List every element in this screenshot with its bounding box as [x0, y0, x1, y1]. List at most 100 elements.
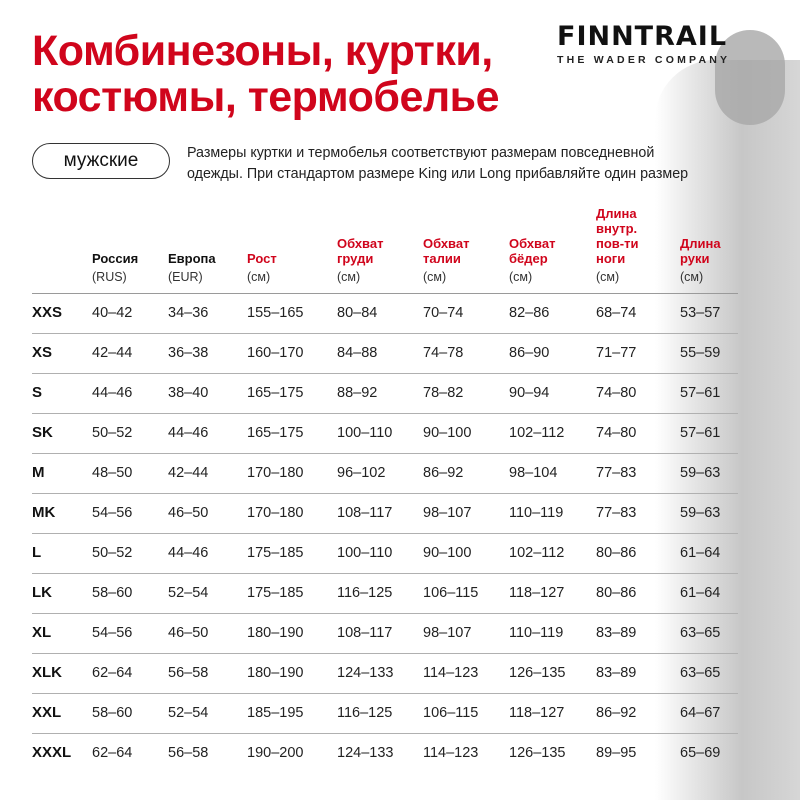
row-divider — [32, 733, 738, 734]
table-cell: 57–61 — [680, 425, 721, 441]
table-cell: 106–115 — [423, 705, 479, 721]
column-label: Россия — [92, 251, 139, 266]
size-note-line: одежды. При стандартом размере King или … — [187, 166, 689, 182]
table-cell: 126–135 — [509, 665, 566, 681]
table-cell: 42–44 — [92, 345, 133, 361]
size-label: LK — [32, 584, 52, 601]
table-cell: 180–190 — [247, 625, 304, 641]
size-label: XS — [32, 344, 53, 361]
column-header: Европа (EUR) — [168, 251, 238, 285]
table-cell: 62–64 — [92, 745, 133, 761]
table-cell: 80–86 — [596, 545, 637, 561]
table-cell: 74–80 — [596, 385, 637, 401]
size-label: MK — [32, 504, 56, 521]
size-note-line: Размеры куртки и термобелья соответствую… — [187, 145, 655, 161]
column-unit: (EUR) — [168, 270, 203, 284]
column-unit: (см) — [509, 270, 533, 284]
table-cell: 58–60 — [92, 585, 133, 601]
table-cell: 110–119 — [509, 625, 564, 641]
size-label: M — [32, 464, 45, 481]
column-header: Длина руки (см) — [680, 236, 750, 285]
table-cell: 59–63 — [680, 505, 721, 521]
column-unit: (см) — [423, 270, 447, 284]
column-label: Длина руки — [680, 236, 721, 266]
column-header: Длина внутр. пов-ти ноги (см) — [596, 206, 656, 285]
table-cell: 90–94 — [509, 385, 550, 401]
column-header: Рост (см) — [247, 251, 317, 285]
table-row: XLK 62–64 56–58 180–190 124–133 114–123 126–13… — [32, 653, 752, 693]
table-cell: 74–80 — [596, 425, 637, 441]
table-row: L 50–52 44–46 175–185 100–110 90–100 102–112 80… — [32, 533, 752, 573]
page-title: Комбинезоны, куртки, костюмы, термобелье — [32, 27, 500, 120]
column-label: Обхват талии — [423, 236, 470, 266]
table-cell: 83–89 — [596, 665, 637, 681]
row-divider — [32, 493, 738, 494]
logo-brand: FINNTRAIL — [557, 21, 728, 52]
table-row: XXS 40–42 34–36 155–165 80–84 70–74 82–86 68–74… — [32, 293, 752, 333]
column-label: Обхват груди — [337, 236, 384, 266]
table-cell: 170–180 — [247, 465, 304, 481]
table-cell: 36–38 — [168, 345, 209, 361]
table-cell: 56–58 — [168, 665, 209, 681]
table-cell: 56–58 — [168, 745, 209, 761]
table-cell: 170–180 — [247, 505, 304, 521]
table-cell: 106–115 — [423, 585, 479, 601]
table-cell: 61–64 — [680, 585, 721, 601]
logo-tagline: THE WADER COMPANY — [557, 54, 731, 66]
table-cell: 46–50 — [168, 625, 209, 641]
table-cell: 89–95 — [596, 745, 637, 761]
table-cell: 96–102 — [337, 465, 386, 481]
table-cell: 165–175 — [247, 385, 304, 401]
title-line: Комбинезоны, куртки, — [32, 27, 493, 75]
table-cell: 50–52 — [92, 425, 133, 441]
table-cell: 70–74 — [423, 305, 464, 321]
table-cell: 108–117 — [337, 625, 393, 641]
table-cell: 63–65 — [680, 625, 721, 641]
table-cell: 124–133 — [337, 745, 394, 761]
table-cell: 86–90 — [509, 345, 550, 361]
table-cell: 48–50 — [92, 465, 133, 481]
table-cell: 77–83 — [596, 505, 637, 521]
size-label: XXS — [32, 304, 63, 321]
table-cell: 114–123 — [423, 745, 479, 761]
table-cell: 38–40 — [168, 385, 209, 401]
table-cell: 126–135 — [509, 745, 566, 761]
row-divider — [32, 373, 738, 374]
table-cell: 116–125 — [337, 585, 393, 601]
model-photo — [655, 60, 800, 800]
table-row: XXXL 62–64 56–58 190–200 124–133 114–123 126–1… — [32, 733, 752, 773]
table-cell: 58–60 — [92, 705, 133, 721]
table-row: XS 42–44 36–38 160–170 84–88 74–78 86–90 71–77 5… — [32, 333, 752, 373]
table-cell: 55–59 — [680, 345, 721, 361]
row-divider — [32, 693, 738, 694]
column-label: Обхват бёдер — [509, 236, 556, 266]
table-cell: 78–82 — [423, 385, 464, 401]
table-cell: 54–56 — [92, 625, 133, 641]
table-cell: 77–83 — [596, 465, 637, 481]
table-cell: 74–78 — [423, 345, 464, 361]
table-row: S 44–46 38–40 165–175 88–92 78–82 90–94 74–80 57… — [32, 373, 752, 413]
size-label: XXL — [32, 704, 62, 721]
column-unit: (см) — [596, 270, 620, 284]
row-divider — [32, 613, 738, 614]
table-cell: 190–200 — [247, 745, 304, 761]
table-cell: 62–64 — [92, 665, 133, 681]
table-cell: 40–42 — [92, 305, 133, 321]
table-header: Россия (RUS) Европа (EUR) Рост (см) Обхват гру… — [32, 205, 738, 285]
size-label: XL — [32, 624, 52, 641]
table-cell: 59–63 — [680, 465, 721, 481]
table-cell: 100–110 — [337, 545, 393, 561]
table-cell: 57–61 — [680, 385, 721, 401]
row-divider — [32, 653, 738, 654]
table-cell: 84–88 — [337, 345, 378, 361]
table-cell: 155–165 — [247, 305, 304, 321]
table-cell: 108–117 — [337, 505, 393, 521]
column-label: Длина внутр. пов-ти ноги — [596, 206, 639, 266]
table-cell: 102–112 — [509, 545, 565, 561]
table-cell: 46–50 — [168, 505, 209, 521]
size-label: XXXL — [32, 744, 72, 761]
table-cell: 61–64 — [680, 545, 721, 561]
table-row: MK 54–56 46–50 170–180 108–117 98–107 110–119 7… — [32, 493, 752, 533]
table-cell: 180–190 — [247, 665, 304, 681]
table-cell: 88–92 — [337, 385, 378, 401]
